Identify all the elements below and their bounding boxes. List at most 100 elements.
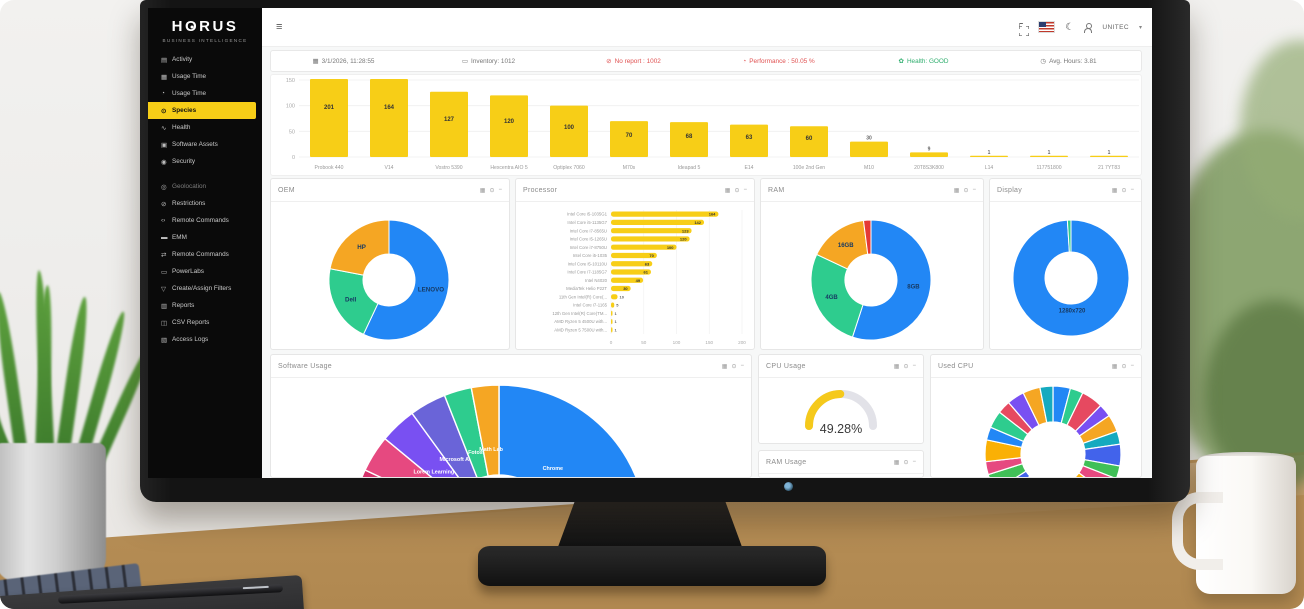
svg-text:1: 1 bbox=[988, 150, 991, 156]
topbar: ≡ ☾ UNITEC ▾ bbox=[262, 8, 1152, 47]
minimize-icon[interactable]: − bbox=[912, 362, 916, 369]
sidebar-item-security[interactable]: ◉ Security bbox=[148, 153, 262, 170]
svg-text:Intel Core i7-8565U: Intel Core i7-8565U bbox=[570, 228, 607, 233]
sidebar-item-label: Restrictions bbox=[172, 200, 206, 207]
display-card: Display ▦ ⊙ − 1280x720 bbox=[989, 178, 1142, 350]
software-usage-card: Software Usage ▦⊙− ChromeTeamsElon inves… bbox=[270, 354, 752, 478]
svg-text:AMD Ryzen 5 7500U with...: AMD Ryzen 5 7500U with... bbox=[554, 327, 607, 332]
svg-text:10: 10 bbox=[620, 294, 625, 299]
grid-icon[interactable]: ▦ bbox=[893, 459, 900, 466]
gear-icon[interactable]: ⊙ bbox=[903, 363, 909, 370]
minimize-icon[interactable]: − bbox=[912, 458, 916, 465]
sidebar-item-label: Usage Time bbox=[172, 73, 207, 80]
grid-icon[interactable]: ▦ bbox=[721, 363, 728, 370]
svg-text:0: 0 bbox=[292, 155, 295, 161]
svg-text:4GB: 4GB bbox=[825, 295, 838, 301]
stat-item: ◷ Avg. Hours: 3.81 bbox=[996, 57, 1141, 66]
svg-text:9: 9 bbox=[928, 146, 931, 152]
svg-text:5: 5 bbox=[616, 303, 619, 308]
sidebar-item-activity[interactable]: ▤ Activity bbox=[148, 51, 262, 68]
stat-item: ◔ Performance : 50.05 % bbox=[706, 58, 851, 65]
svg-text:164: 164 bbox=[709, 212, 716, 217]
grid-icon[interactable]: ▦ bbox=[1111, 187, 1118, 194]
geolocation-icon: ◎ bbox=[161, 183, 167, 191]
remote-commands-icon: ⇄ bbox=[161, 251, 167, 259]
svg-text:123: 123 bbox=[682, 228, 689, 233]
sidebar-item-emm[interactable]: ▬ EMM bbox=[148, 229, 262, 246]
svg-text:MediaTek Helio P22T: MediaTek Helio P22T bbox=[566, 286, 607, 291]
minimize-icon[interactable]: − bbox=[972, 186, 976, 193]
sidebar-item-label: Software Assets bbox=[172, 141, 218, 148]
sidebar-item-create-assign-filters[interactable]: ▽ Create/Assign Filters bbox=[148, 280, 262, 297]
sidebar-item-powerlabs[interactable]: ▭ PowerLabs bbox=[148, 263, 262, 280]
sidebar-item-health[interactable]: ∿ Health bbox=[148, 119, 262, 136]
svg-text:Intel Core i7-1165: Intel Core i7-1165 bbox=[573, 303, 607, 308]
grid-icon[interactable]: ▦ bbox=[953, 187, 960, 194]
stat-text: 3/1/2026, 11:28:55 bbox=[321, 57, 375, 65]
processor-card: Processor ▦ ⊙ − 0 50 100 150 200 Intel Core i5-… bbox=[515, 178, 755, 350]
gear-icon[interactable]: ⊙ bbox=[963, 187, 969, 194]
stat-text: No report : 1002 bbox=[614, 57, 661, 65]
performance-icon: ◔ bbox=[742, 57, 747, 65]
sidebar-item-access-logs[interactable]: ▧ Access Logs bbox=[148, 331, 262, 348]
ram-card: RAM ▦ ⊙ − 8GB 4GB 16GB bbox=[760, 178, 984, 350]
gear-icon[interactable]: ⊙ bbox=[731, 363, 737, 370]
user-menu[interactable]: UNITEC bbox=[1102, 23, 1129, 31]
sidebar-item-label: Remote Commands bbox=[172, 217, 229, 224]
svg-text:50: 50 bbox=[289, 129, 295, 135]
grid-icon[interactable]: ▦ bbox=[893, 363, 900, 370]
chevron-down-icon[interactable]: ▾ bbox=[1138, 24, 1142, 31]
sidebar-item-remote-commands[interactable]: ⇄ Remote Commands bbox=[148, 246, 262, 263]
svg-text:AMD Ryzen 5 4500U with...: AMD Ryzen 5 4500U with... bbox=[554, 319, 607, 324]
gear-icon[interactable]: ⊙ bbox=[903, 459, 909, 466]
grid-icon[interactable]: ▦ bbox=[479, 187, 486, 194]
gear-icon[interactable]: ⊙ bbox=[1121, 187, 1127, 194]
sidebar-item-software-assets[interactable]: ▣ Software Assets bbox=[148, 136, 262, 153]
sidebar-item-label: CSV Reports bbox=[172, 319, 210, 326]
card-title: Used CPU bbox=[938, 362, 974, 370]
access-logs-icon: ▧ bbox=[161, 336, 168, 344]
sidebar-item-species[interactable]: ⊙ Species bbox=[148, 102, 256, 119]
svg-text:Intel Core i7-8750U: Intel Core i7-8750U bbox=[570, 245, 607, 250]
us-flag-icon[interactable] bbox=[1038, 21, 1056, 33]
svg-text:Dell: Dell bbox=[345, 297, 357, 304]
oem-donut-chart: LENOVO Dell HP bbox=[328, 219, 450, 341]
sidebar-item-label: Usage Time bbox=[172, 90, 207, 97]
sidebar-item-geolocation[interactable]: ◎ Geolocation bbox=[148, 178, 262, 195]
dark-mode-moon-icon[interactable]: ☾ bbox=[1065, 21, 1075, 33]
svg-text:117751800: 117751800 bbox=[1036, 165, 1061, 171]
usage-chart-icon: ▦ bbox=[161, 73, 168, 81]
svg-text:21 7YT83: 21 7YT83 bbox=[1098, 165, 1120, 171]
sidebar-item-usage-time[interactable]: ▦ Usage Time bbox=[148, 68, 262, 85]
minimize-icon[interactable]: − bbox=[743, 186, 747, 193]
cpu-usage-gauge: 49.28% bbox=[805, 390, 877, 436]
gear-icon[interactable]: ⊙ bbox=[489, 187, 495, 194]
sidebar-item-csv-reports[interactable]: ◫ CSV Reports bbox=[148, 314, 262, 331]
minimize-icon[interactable]: − bbox=[1130, 186, 1134, 193]
sidebar-item-label: Create/Assign Filters bbox=[172, 285, 232, 292]
sidebar-item-restrictions[interactable]: ⊘ Restrictions bbox=[148, 195, 262, 212]
svg-text:49.28%: 49.28% bbox=[820, 422, 862, 436]
minimize-icon[interactable]: − bbox=[740, 362, 744, 369]
gear-icon[interactable]: ⊙ bbox=[734, 187, 740, 194]
svg-text:1: 1 bbox=[615, 319, 618, 324]
filter-icon: ▽ bbox=[161, 285, 166, 293]
sidebar-item-label: Health bbox=[172, 124, 191, 131]
grid-icon[interactable]: ▦ bbox=[724, 187, 731, 194]
emm-icon: ▬ bbox=[161, 234, 168, 241]
sidebar-item-reports[interactable]: ▥ Reports bbox=[148, 297, 262, 314]
grid-icon[interactable]: ▦ bbox=[1111, 363, 1118, 370]
svg-text:Intel N4020: Intel N4020 bbox=[585, 278, 608, 283]
minimize-icon[interactable]: − bbox=[1130, 362, 1134, 369]
sidebar-item-label: EMM bbox=[172, 234, 187, 241]
calendar-icon: ▦ bbox=[312, 58, 319, 65]
models-bar-chart-card: 150 100 50 0 201 Probook 440 164 V14 127 Vostro 5… bbox=[270, 74, 1142, 176]
svg-text:Math Lab: Math Lab bbox=[479, 447, 503, 453]
fullscreen-icon[interactable] bbox=[1018, 23, 1031, 37]
svg-text:120: 120 bbox=[504, 119, 515, 125]
gear-icon[interactable]: ⊙ bbox=[1121, 363, 1127, 370]
hamburger-menu-icon[interactable]: ≡ bbox=[276, 21, 283, 33]
minimize-icon[interactable]: − bbox=[498, 186, 502, 193]
sidebar-item-remote-commands[interactable]: ‹› Remote Commands bbox=[148, 212, 262, 229]
sidebar-item-usage-time[interactable]: ◔ Usage Time bbox=[148, 85, 262, 102]
